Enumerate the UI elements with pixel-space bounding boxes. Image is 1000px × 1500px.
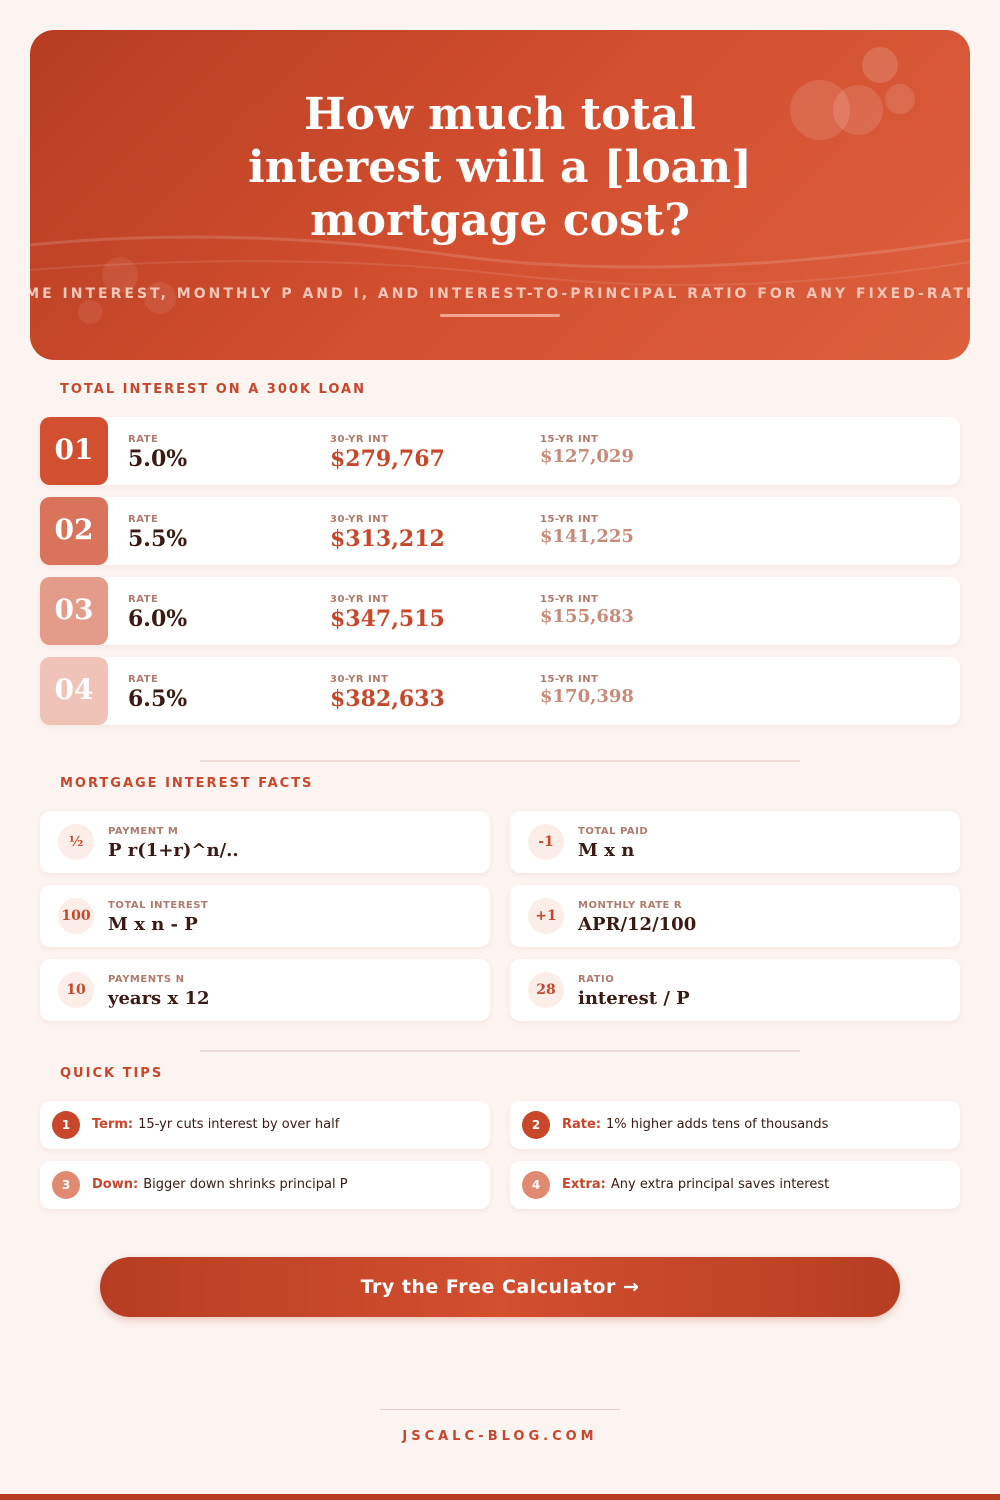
rate-row: 04 RATE 6.5% 30-YR INT $382,633 15-YR INT $170… [40,657,960,725]
fact-card: -1 TOTAL PAID M x n [510,811,960,873]
tip-term: Rate: [562,1117,602,1132]
rate-label: RATE [128,594,159,605]
divider [200,760,800,762]
tip-line: Down: Bigger down shrinks principal P [92,1177,348,1192]
tip-number: 3 [52,1171,80,1199]
fact-label: PAYMENT M [108,826,179,837]
tip-card: 4 Extra: Any extra principal saves interes… [510,1161,960,1209]
int30-label: 30-YR INT [330,674,389,685]
int30-value: $347,515 [330,606,445,632]
rate-value: 6.5% [128,686,188,712]
fact-card: 10 PAYMENTS N years x 12 [40,959,490,1021]
fact-value: M x n - P [108,914,198,935]
section-title: MORTGAGE INTEREST FACTS [60,776,314,791]
int15-label: 15-YR INT [540,594,599,605]
tip-line: Term: 15-yr cuts interest by over half [92,1117,339,1132]
fact-label: RATIO [578,974,615,985]
fact-label: TOTAL INTEREST [108,900,209,911]
section-title: QUICK TIPS [60,1066,164,1081]
fact-value: years x 12 [108,988,210,1009]
tip-text: 15-yr cuts interest by over half [138,1117,340,1132]
hero-decoration [30,47,970,324]
tip-text: 1% higher adds tens of thousands [606,1117,829,1132]
tip-number: 2 [522,1111,550,1139]
fact-label: MONTHLY RATE R [578,900,683,911]
row-number: 02 [40,497,108,565]
int30-label: 30-YR INT [330,594,389,605]
rate-row: 01 RATE 5.0% 30-YR INT $279,767 15-YR INT $127… [40,417,960,485]
int15-value: $170,398 [540,686,634,707]
tip-term: Down: [92,1177,139,1192]
int30-value: $382,633 [330,686,445,712]
bottom-bar [0,1494,1000,1500]
tip-text: Bigger down shrinks principal P [143,1177,348,1192]
section-title: TOTAL INTEREST ON A 300K LOAN [60,382,367,397]
divider [200,1050,800,1052]
tip-text: Any extra principal saves interest [610,1177,830,1192]
fact-card: ½ PAYMENT M P r(1+r)^n/.. [40,811,490,873]
footer-site: JSCALC-BLOG.COM [402,1429,598,1444]
int15-label: 15-YR INT [540,514,599,525]
tip-card: 1 Term: 15-yr cuts interest by over half [40,1101,490,1149]
fact-value: M x n [578,840,635,861]
row-number: 03 [40,577,108,645]
rate-label: RATE [128,674,159,685]
fact-icon: -1 [528,824,564,860]
row-number: 04 [40,657,108,725]
tip-line: Extra: Any extra principal saves interest [562,1177,829,1192]
int30-label: 30-YR INT [330,514,389,525]
rate-value: 6.0% [128,606,188,632]
fact-card: +1 MONTHLY RATE R APR/12/100 [510,885,960,947]
tip-term: Extra: [562,1177,606,1192]
fact-icon: 100 [58,898,94,934]
int30-value: $313,212 [330,526,445,552]
int15-value: $127,029 [540,446,634,467]
hero: How much total interest will a [loan] mo… [30,30,970,360]
rate-value: 5.0% [128,446,188,472]
fact-value: interest / P [578,988,690,1009]
fact-value: APR/12/100 [578,914,697,935]
int15-value: $141,225 [540,526,634,547]
rate-row: 02 RATE 5.5% 30-YR INT $313,212 15-YR INT $141… [40,497,960,565]
int15-label: 15-YR INT [540,674,599,685]
tip-number: 1 [52,1111,80,1139]
footer-line [380,1409,620,1410]
fact-card: 28 RATIO interest / P [510,959,960,1021]
subtitle-wrap: LIFETIME INTEREST, MONTHLY P AND I, AND … [30,286,970,302]
subtitle: LIFETIME INTEREST, MONTHLY P AND I, AND … [30,286,970,302]
tip-term: Term: [92,1117,134,1132]
fact-icon: ½ [58,824,94,860]
fact-label: PAYMENTS N [108,974,185,985]
fact-value: P r(1+r)^n/.. [108,840,239,861]
rate-row: 03 RATE 6.0% 30-YR INT $347,515 15-YR INT $155… [40,577,960,645]
fact-icon: +1 [528,898,564,934]
tip-number: 4 [522,1171,550,1199]
title: How much total interest will a [loan] mo… [248,89,752,246]
tip-card: 2 Rate: 1% higher adds tens of thousands [510,1101,960,1149]
row-number: 01 [40,417,108,485]
tip-line: Rate: 1% higher adds tens of thousands [562,1117,828,1132]
int15-value: $155,683 [540,606,634,627]
fact-icon: 28 [528,972,564,1008]
int30-label: 30-YR INT [330,434,389,445]
rate-value: 5.5% [128,526,188,552]
int15-label: 15-YR INT [540,434,599,445]
fact-icon: 10 [58,972,94,1008]
tip-card: 3 Down: Bigger down shrinks principal P [40,1161,490,1209]
fact-label: TOTAL PAID [578,826,649,837]
rate-label: RATE [128,434,159,445]
cta-button[interactable]: Try the Free Calculator → [100,1257,900,1317]
fact-card: 100 TOTAL INTEREST M x n - P [40,885,490,947]
int30-value: $279,767 [330,446,445,472]
rate-label: RATE [128,514,159,525]
